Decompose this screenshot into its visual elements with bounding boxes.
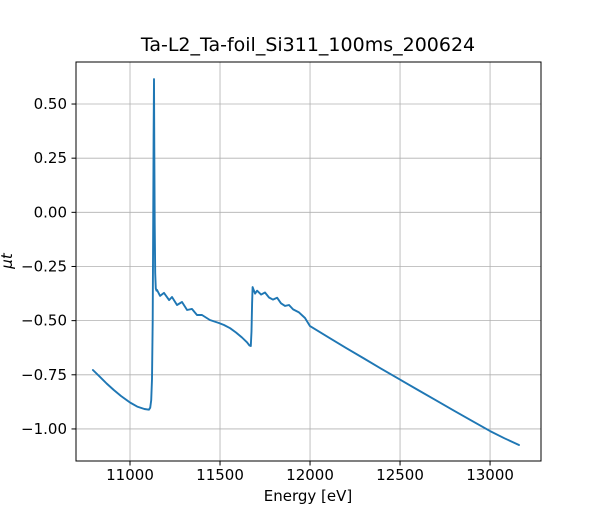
y-axis-label: μt: [0, 252, 16, 270]
x-tick-label: 13000: [466, 466, 514, 484]
y-tick-label: −0.75: [21, 366, 67, 384]
y-tick-label: 0.25: [34, 149, 67, 167]
axes-frame: [75, 61, 542, 462]
x-tick-label: 12500: [376, 466, 424, 484]
plot-area: 11000 11500 12000 12500 13000 0.50 0.25 0.00 −0.…: [21, 61, 542, 484]
y-tick-label: 0.50: [34, 95, 67, 113]
y-tick-label: −0.25: [21, 257, 67, 275]
x-tick-label: 11500: [196, 466, 244, 484]
y-tick-label: −0.50: [21, 312, 67, 330]
data-line-mu-t-absorption: [91, 78, 520, 446]
chart-title: Ta-L2_Ta-foil_Si311_100ms_200624: [140, 34, 475, 56]
x-axis-label: Energy [eV]: [264, 487, 352, 505]
y-tick-label: 0.00: [34, 203, 67, 221]
y-tick-label: −1.00: [21, 420, 67, 438]
x-tick-label: 11000: [106, 466, 154, 484]
x-tick-label: 12000: [286, 466, 334, 484]
